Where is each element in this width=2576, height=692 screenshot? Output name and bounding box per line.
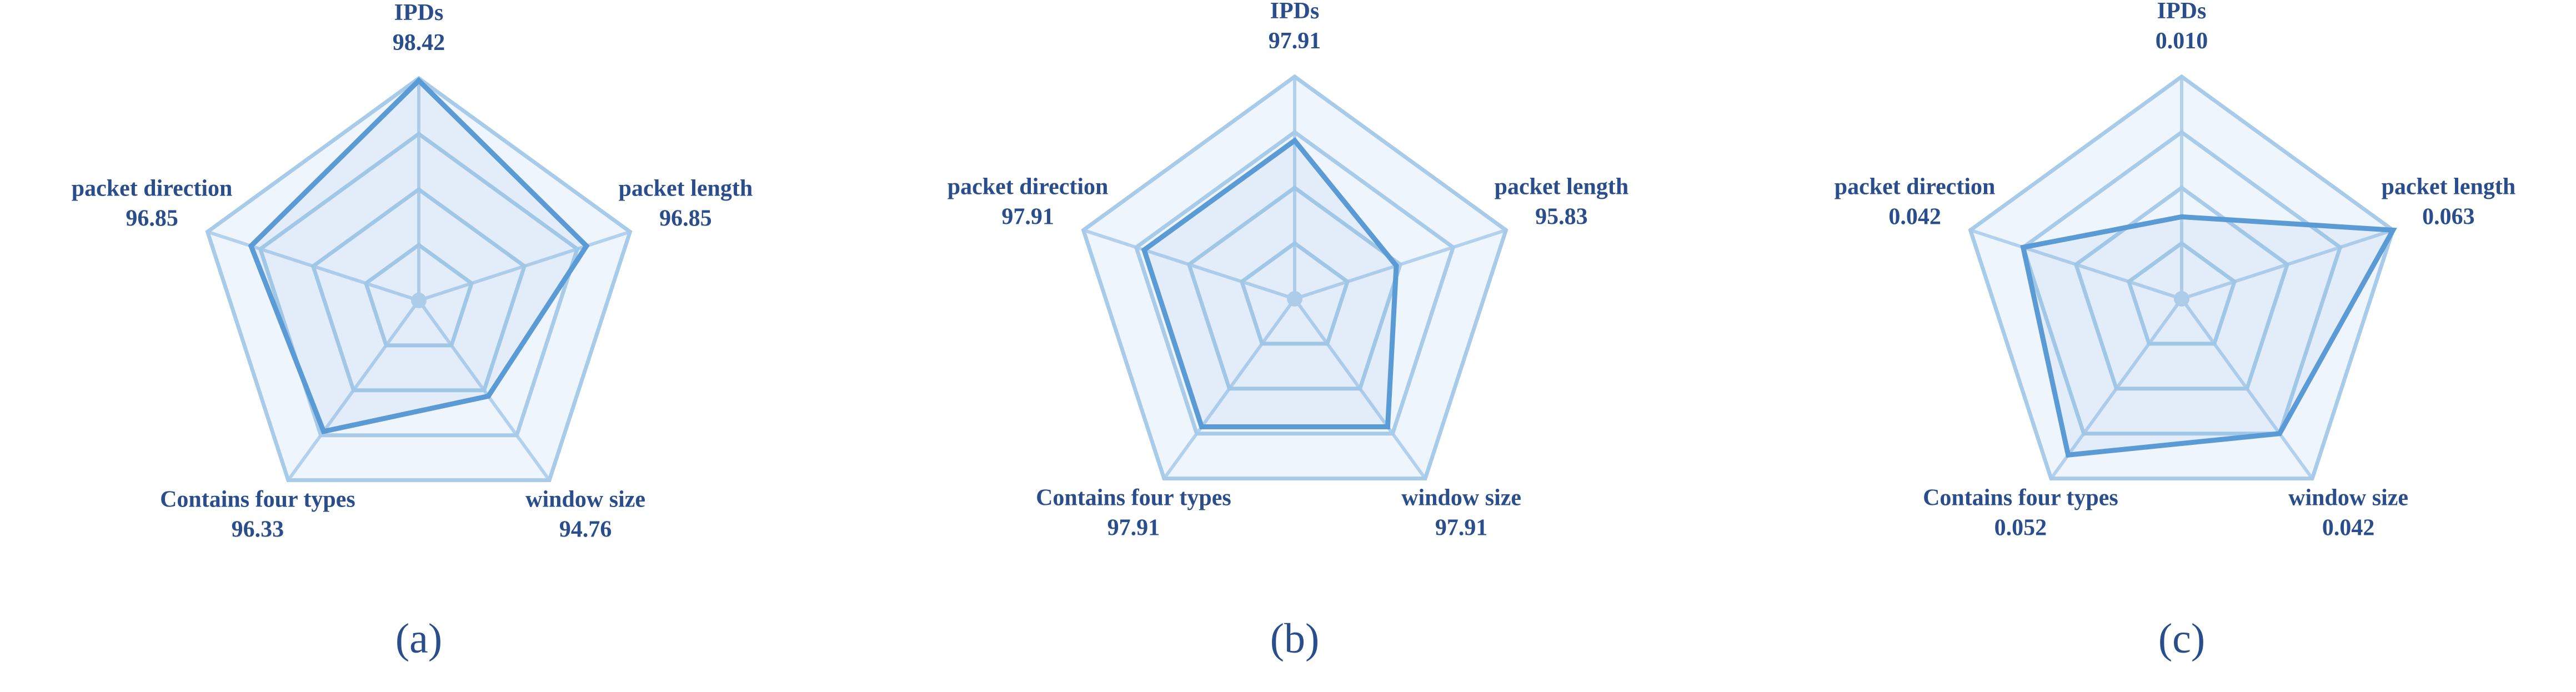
axis-label: IPDs: [1270, 0, 1320, 24]
value-label: 0.042: [2322, 515, 2375, 541]
grid-ring: [258, 131, 580, 438]
value-label: 97.91: [1269, 28, 1321, 54]
axis-label: packet length: [1495, 174, 1629, 199]
caption: (b): [1270, 615, 1320, 662]
grid-ring: [205, 76, 633, 483]
axis-label: packet length: [619, 175, 753, 201]
grid-ring: [1134, 129, 1456, 436]
axis-label: packet direction: [1835, 174, 1996, 199]
grid-ring: [1081, 74, 1508, 481]
caption: (c): [2158, 615, 2205, 662]
center-dot: [1287, 291, 1302, 307]
grid-ring: [2021, 129, 2343, 436]
axis-label: packet length: [2382, 174, 2516, 199]
grid-ring: [2126, 240, 2237, 346]
value-label: 0.063: [2422, 204, 2475, 229]
value-label: 96.85: [659, 205, 712, 231]
axis-label: IPDs: [2157, 0, 2207, 24]
grid-ring: [1968, 74, 2395, 481]
axis-label: Contains four types: [1923, 485, 2118, 511]
value-label: 96.85: [126, 205, 178, 231]
data-area: [1141, 137, 1399, 429]
grid-ring: [363, 242, 474, 348]
axis-label: Contains four types: [1036, 485, 1231, 511]
axis-label: IPDs: [394, 0, 444, 26]
value-label: 96.33: [232, 517, 284, 543]
value-label: 97.91: [1001, 204, 1054, 229]
grid-ring: [310, 187, 527, 393]
data-area: [248, 77, 590, 435]
value-label: 98.42: [393, 30, 445, 56]
value-label: 97.91: [1107, 515, 1160, 541]
value-label: 97.91: [1435, 515, 1488, 541]
caption: (a): [395, 615, 442, 662]
value-label: 94.76: [559, 517, 612, 543]
axis-label: window size: [525, 487, 645, 513]
value-label: 95.83: [1535, 204, 1588, 229]
axis-label: window size: [1401, 485, 1521, 511]
center-dot: [411, 293, 427, 308]
data-area: [2020, 214, 2397, 458]
axis-label: packet direction: [948, 174, 1109, 199]
center-dot: [2174, 291, 2189, 307]
axis-label: Contains four types: [160, 487, 355, 513]
grid-ring: [2073, 185, 2290, 391]
axis-label: window size: [2288, 485, 2408, 511]
axis-label: packet direction: [72, 175, 233, 201]
value-label: 0.042: [1888, 204, 1941, 229]
grid-ring: [1239, 240, 1350, 346]
value-label: 0.052: [1994, 515, 2047, 541]
value-label: 0.010: [2156, 28, 2208, 54]
